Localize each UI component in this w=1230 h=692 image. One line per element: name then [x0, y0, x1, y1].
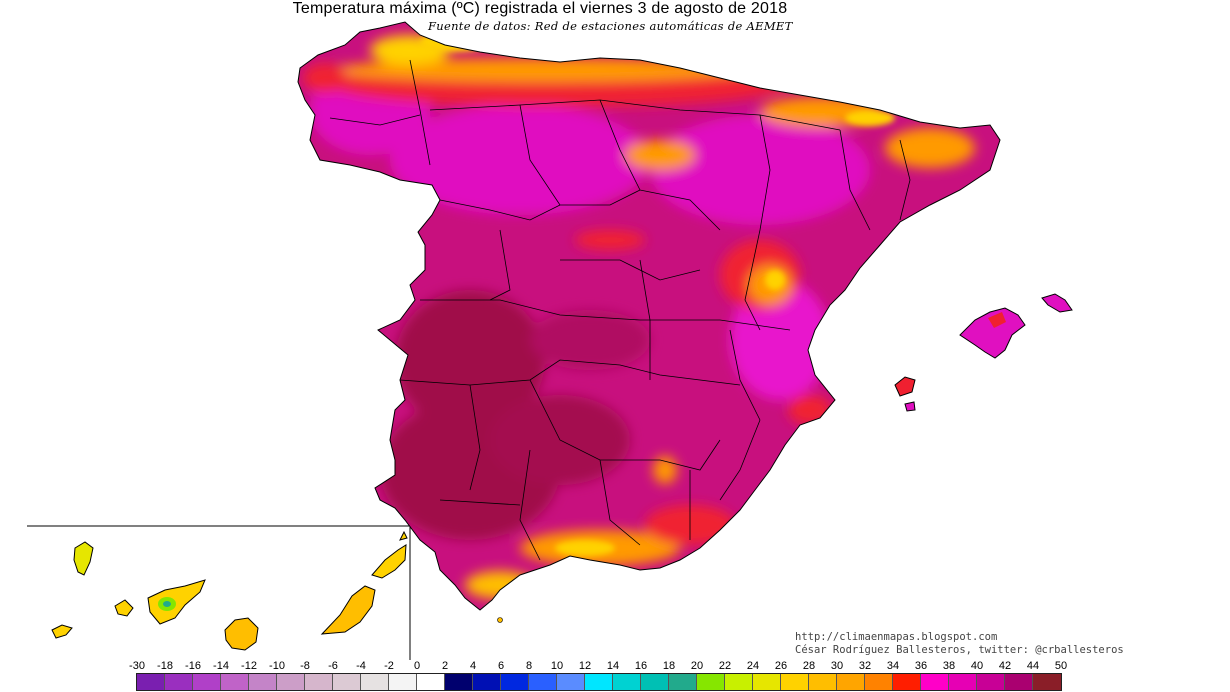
legend-label: -10 [269, 660, 285, 672]
temperature-map [27, 21, 1073, 660]
legend-swatch [305, 674, 333, 690]
legend-swatch [389, 674, 417, 690]
legend-swatch [977, 674, 1005, 690]
legend-swatch [473, 674, 501, 690]
islet [497, 617, 503, 623]
legend-label: 50 [1054, 660, 1068, 672]
legend-swatch [865, 674, 893, 690]
map-title: Temperatura máxima (ºC) registrada el vi… [292, 0, 788, 17]
legend-swatch [1005, 674, 1033, 690]
legend-swatch [277, 674, 305, 690]
legend-swatch [193, 674, 221, 690]
legend-swatch [949, 674, 977, 690]
credits-url: http://climaenmapas.blogspot.com [795, 631, 998, 643]
legend-label: 38 [942, 660, 956, 672]
legend-label: -6 [328, 660, 338, 672]
legend-label: 42 [998, 660, 1012, 672]
legend-label: -12 [241, 660, 257, 672]
legend-swatch [137, 674, 165, 690]
legend-label: -16 [185, 660, 201, 672]
legend-label: -30 [129, 660, 145, 672]
legend-label: 36 [914, 660, 928, 672]
province-borders [329, 59, 911, 561]
legend-label: 8 [525, 660, 533, 672]
legend-label: 12 [578, 660, 592, 672]
peninsula [297, 21, 1001, 611]
credits: http://climaenmapas.blogspot.com César R… [795, 631, 1124, 657]
legend-label: -2 [384, 660, 394, 672]
legend-label: 26 [774, 660, 788, 672]
legend-swatch [725, 674, 753, 690]
legend-label: 16 [634, 660, 648, 672]
legend-swatch [837, 674, 865, 690]
legend-swatch [669, 674, 697, 690]
legend-label: -18 [157, 660, 173, 672]
legend-swatch [557, 674, 585, 690]
map-subtitle: Fuente de datos: Red de estaciones autom… [428, 19, 793, 33]
legend-labels: -30 -18 -16 -14 -12 -10 -8 -6 -4 -2 0 2 4 6 8 10 12 14 16 1… [0, 660, 1230, 674]
legend-label: 34 [886, 660, 900, 672]
legend-label: 14 [606, 660, 620, 672]
legend-label: 20 [690, 660, 704, 672]
legend-swatch [585, 674, 613, 690]
legend-swatch [809, 674, 837, 690]
balearic-islands [894, 293, 1073, 412]
legend-label: 2 [441, 660, 449, 672]
legend-label: -8 [300, 660, 310, 672]
legend-swatch [697, 674, 725, 690]
legend-label: 30 [830, 660, 844, 672]
legend-swatch [501, 674, 529, 690]
legend-label: -4 [356, 660, 366, 672]
legend-label: 4 [469, 660, 477, 672]
legend-swatch [417, 674, 445, 690]
legend-label: 24 [746, 660, 760, 672]
legend-label: 32 [858, 660, 872, 672]
legend-swatch [333, 674, 361, 690]
legend-swatch [529, 674, 557, 690]
color-legend [136, 673, 1062, 691]
legend-swatch [893, 674, 921, 690]
legend-label: -14 [213, 660, 229, 672]
legend-swatch [641, 674, 669, 690]
legend-swatch [1033, 674, 1061, 690]
legend-swatch [361, 674, 389, 690]
legend-label: 10 [550, 660, 564, 672]
legend-label: 0 [413, 660, 421, 672]
legend-label: 6 [497, 660, 505, 672]
legend-label: 28 [802, 660, 816, 672]
credits-author: César Rodríguez Ballesteros, twitter: @c… [795, 644, 1124, 656]
legend-swatch [221, 674, 249, 690]
legend-swatch [753, 674, 781, 690]
canary-inset [27, 525, 411, 660]
legend-swatch [613, 674, 641, 690]
legend-swatch [249, 674, 277, 690]
legend-label: 40 [970, 660, 984, 672]
legend-label: 18 [662, 660, 676, 672]
legend-swatch [165, 674, 193, 690]
legend-swatch [445, 674, 473, 690]
legend-swatch [921, 674, 949, 690]
legend-swatch [781, 674, 809, 690]
legend-label: 22 [718, 660, 732, 672]
legend-label: 44 [1026, 660, 1040, 672]
